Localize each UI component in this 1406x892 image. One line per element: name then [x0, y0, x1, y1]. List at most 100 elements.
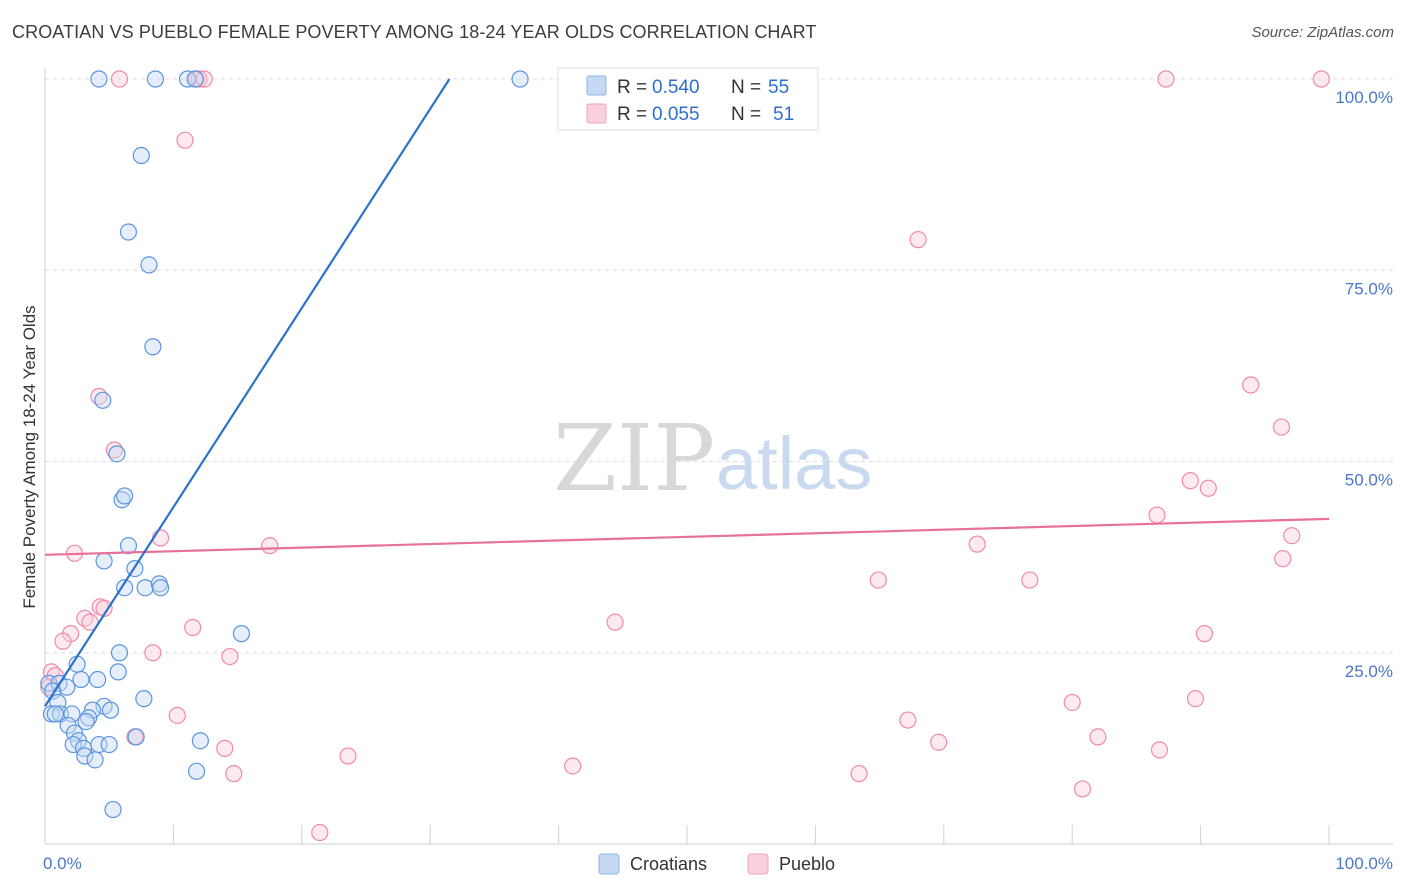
- pueblo-r-label: R =: [617, 104, 647, 125]
- y-axis-label: Female Poverty Among 18-24 Year Olds: [20, 305, 39, 608]
- croatians-n-label: N =: [731, 77, 761, 98]
- croatians-point: [101, 701, 120, 719]
- pueblo-point: [54, 632, 72, 650]
- pueblo-point: [869, 571, 887, 589]
- pueblo-r-value: 0.055: [652, 104, 700, 125]
- croatians-point: [232, 625, 251, 643]
- croatians-point: [132, 146, 150, 165]
- pueblo-point: [176, 131, 194, 149]
- croatians-point: [187, 762, 206, 780]
- pueblo-point: [968, 535, 986, 553]
- pueblo-n-value: 51: [773, 104, 794, 125]
- pueblo-point: [110, 70, 129, 88]
- pueblo-point: [1283, 527, 1301, 545]
- croatians-point: [109, 663, 127, 681]
- croatians-point: [42, 705, 61, 723]
- pueblo-point: [168, 706, 186, 725]
- croatians-point: [72, 670, 90, 689]
- croatians-point: [191, 732, 209, 750]
- y-tick-label: 50.0%: [1345, 471, 1393, 490]
- gridlines: [45, 78, 1393, 654]
- croatians-point: [77, 712, 95, 731]
- pueblo-point: [850, 765, 868, 783]
- pueblo-point: [1073, 780, 1092, 798]
- croatians-point: [108, 445, 126, 463]
- pueblo-point: [1242, 376, 1260, 394]
- croatians-points: [40, 70, 602, 819]
- croatians-point: [64, 735, 82, 754]
- croatians-point: [46, 705, 64, 723]
- croatians-point: [86, 751, 104, 769]
- x-tick-label-max: 100.0%: [1335, 854, 1393, 873]
- pueblo-point: [564, 757, 582, 775]
- pueblo-point: [1186, 690, 1205, 708]
- croatians-point: [116, 487, 134, 505]
- pueblo-point: [1199, 479, 1217, 497]
- pueblo-point: [1148, 506, 1166, 524]
- pueblo-point: [221, 647, 239, 666]
- croatians-point: [90, 70, 108, 88]
- croatians-n-value: 55: [768, 77, 789, 98]
- pueblo-point: [1181, 472, 1199, 490]
- croatians-point: [89, 670, 107, 689]
- croatians-point: [119, 537, 138, 555]
- pueblo-point: [899, 711, 917, 729]
- croatians-point: [104, 800, 122, 819]
- pueblo-point: [151, 529, 170, 547]
- croatians-point: [100, 735, 118, 754]
- chart-title: CROATIAN VS PUEBLO FEMALE POVERTY AMONG …: [12, 22, 817, 42]
- pueblo-point: [81, 613, 99, 631]
- series-legend: Croatians Pueblo: [598, 853, 835, 875]
- x-tick-label-min: 0.0%: [43, 854, 82, 873]
- croatians-point: [110, 644, 129, 662]
- croatians-point: [151, 579, 170, 597]
- y-tick-label: 25.0%: [1345, 662, 1393, 681]
- croatians-r-label: R =: [617, 77, 647, 98]
- croatians-point: [144, 338, 162, 356]
- croatians-point: [136, 579, 154, 597]
- croatians-point: [140, 256, 158, 274]
- croatians-point: [127, 728, 145, 746]
- pueblo-point: [909, 231, 927, 249]
- pueblo-point: [311, 823, 329, 842]
- pueblo-point: [1021, 571, 1039, 589]
- pueblo-point: [225, 765, 243, 783]
- croatians-legend-swatch: [586, 75, 607, 96]
- croatians-series-swatch: [598, 853, 620, 875]
- croatians-point: [146, 70, 165, 88]
- pueblo-points: [40, 70, 1330, 842]
- pueblo-point: [1157, 70, 1175, 88]
- croatians-point: [116, 579, 134, 597]
- croatians-point: [58, 678, 76, 696]
- croatians-point: [135, 690, 153, 708]
- pueblo-point: [144, 644, 162, 662]
- x-axis-ticks: [44, 825, 1330, 844]
- source-credit: Source: ZipAtlas.com: [1251, 24, 1394, 41]
- y-tick-labels: 25.0% 50.0% 75.0% 100.0%: [1335, 88, 1393, 681]
- watermark-atlas: atlas: [716, 422, 872, 505]
- watermark-zip: ZIP: [553, 405, 715, 512]
- pueblo-point: [1195, 625, 1214, 643]
- pueblo-n-label: N =: [731, 104, 761, 125]
- pueblo-point: [1312, 70, 1330, 88]
- pueblo-point: [606, 613, 624, 631]
- pueblo-series-label: Pueblo: [779, 854, 835, 874]
- pueblo-point: [1150, 741, 1169, 759]
- croatians-point: [76, 747, 94, 765]
- pueblo-point: [195, 70, 213, 88]
- pueblo-point: [1272, 418, 1291, 436]
- y-tick-label: 75.0%: [1345, 279, 1393, 298]
- y-tick-label: 100.0%: [1335, 88, 1393, 107]
- croatians-point: [511, 70, 529, 88]
- trend-lines: [44, 78, 1330, 707]
- pueblo-trend-line: [44, 517, 1330, 556]
- pueblo-point: [1063, 693, 1081, 712]
- croatians-point: [94, 391, 112, 409]
- pueblo-point: [1274, 550, 1292, 568]
- croatians-series-label: Croatians: [630, 854, 707, 874]
- croatians-point: [95, 552, 113, 570]
- croatians-point: [119, 223, 138, 241]
- pueblo-point: [261, 537, 279, 555]
- croatians-r-value: 0.540: [652, 77, 700, 98]
